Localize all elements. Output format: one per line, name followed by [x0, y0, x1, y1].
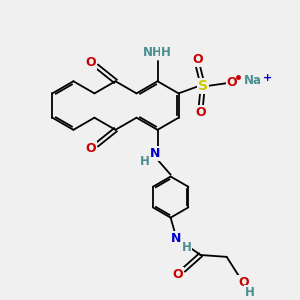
Text: H: H	[245, 286, 255, 299]
Text: O: O	[193, 53, 203, 66]
Text: H: H	[161, 46, 171, 59]
Text: S: S	[198, 79, 208, 93]
Text: O: O	[85, 56, 96, 69]
Text: O: O	[173, 268, 183, 281]
Text: +: +	[263, 74, 272, 83]
Text: N: N	[149, 147, 160, 160]
Text: NH: NH	[143, 46, 163, 59]
Text: H: H	[140, 155, 149, 168]
Text: O: O	[196, 106, 206, 118]
Text: O: O	[85, 142, 96, 155]
Text: N: N	[171, 232, 181, 245]
Text: O: O	[226, 76, 237, 89]
Text: Na: Na	[244, 74, 262, 87]
Text: O: O	[238, 276, 249, 289]
Text: H: H	[182, 241, 191, 254]
